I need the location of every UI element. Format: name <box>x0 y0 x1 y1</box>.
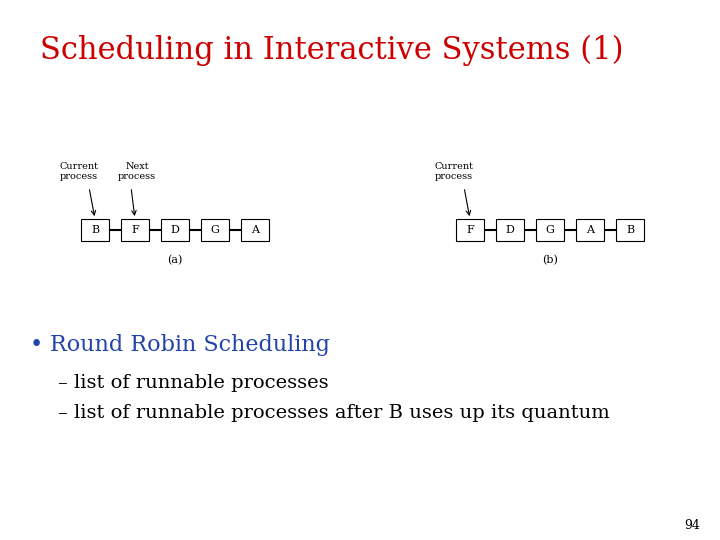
Text: (b): (b) <box>542 255 558 265</box>
Bar <box>121 219 149 241</box>
Bar <box>616 219 644 241</box>
Text: B: B <box>626 225 634 235</box>
Text: A: A <box>586 225 594 235</box>
Text: •: • <box>30 334 43 356</box>
Text: F: F <box>131 225 139 235</box>
Bar <box>241 219 269 241</box>
Text: (a): (a) <box>167 255 183 265</box>
Text: D: D <box>505 225 514 235</box>
Bar <box>496 219 524 241</box>
Text: G: G <box>546 225 554 235</box>
Text: Scheduling in Interactive Systems (1): Scheduling in Interactive Systems (1) <box>40 35 624 66</box>
Text: Next
process: Next process <box>118 161 156 181</box>
Bar <box>456 219 484 241</box>
Text: B: B <box>91 225 99 235</box>
Text: – list of runnable processes after B uses up its quantum: – list of runnable processes after B use… <box>58 404 610 422</box>
Text: G: G <box>210 225 220 235</box>
Bar <box>536 219 564 241</box>
Text: Current
process: Current process <box>434 161 474 181</box>
Text: Current
process: Current process <box>60 161 99 181</box>
Bar <box>161 219 189 241</box>
Text: F: F <box>466 225 474 235</box>
Bar <box>201 219 229 241</box>
Text: D: D <box>171 225 179 235</box>
Text: 94: 94 <box>684 519 700 532</box>
Bar <box>81 219 109 241</box>
Text: – list of runnable processes: – list of runnable processes <box>58 374 328 392</box>
Text: A: A <box>251 225 259 235</box>
Bar <box>576 219 604 241</box>
Text: Round Robin Scheduling: Round Robin Scheduling <box>50 334 330 356</box>
